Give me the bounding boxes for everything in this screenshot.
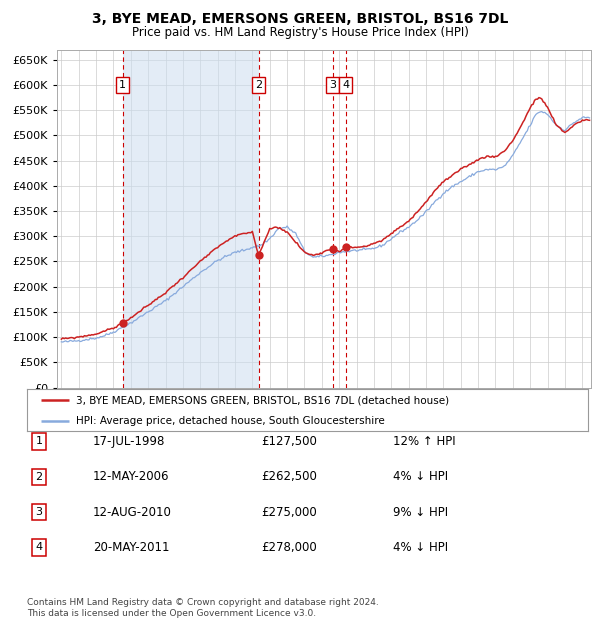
Bar xyxy=(123,50,259,388)
Text: 4% ↓ HPI: 4% ↓ HPI xyxy=(393,541,448,554)
Text: £278,000: £278,000 xyxy=(261,541,317,554)
Text: £275,000: £275,000 xyxy=(261,506,317,518)
Text: 3, BYE MEAD, EMERSONS GREEN, BRISTOL, BS16 7DL (detached house): 3, BYE MEAD, EMERSONS GREEN, BRISTOL, BS… xyxy=(76,395,449,405)
Text: Contains HM Land Registry data © Crown copyright and database right 2024.: Contains HM Land Registry data © Crown c… xyxy=(27,598,379,607)
Text: HPI: Average price, detached house, South Gloucestershire: HPI: Average price, detached house, Sout… xyxy=(76,416,385,426)
Text: 2: 2 xyxy=(255,80,262,90)
Text: 3: 3 xyxy=(35,507,43,517)
Text: £262,500: £262,500 xyxy=(261,471,317,483)
Text: 20-MAY-2011: 20-MAY-2011 xyxy=(93,541,170,554)
Text: 12-MAY-2006: 12-MAY-2006 xyxy=(93,471,170,483)
Text: 12% ↑ HPI: 12% ↑ HPI xyxy=(393,435,455,448)
Text: 1: 1 xyxy=(119,80,127,90)
Text: 1: 1 xyxy=(35,436,43,446)
Text: 4% ↓ HPI: 4% ↓ HPI xyxy=(393,471,448,483)
Text: Price paid vs. HM Land Registry's House Price Index (HPI): Price paid vs. HM Land Registry's House … xyxy=(131,26,469,39)
Text: 4: 4 xyxy=(35,542,43,552)
Text: 9% ↓ HPI: 9% ↓ HPI xyxy=(393,506,448,518)
Text: 2: 2 xyxy=(35,472,43,482)
Text: 3: 3 xyxy=(329,80,336,90)
Text: 4: 4 xyxy=(342,80,349,90)
Text: £127,500: £127,500 xyxy=(261,435,317,448)
Text: 3, BYE MEAD, EMERSONS GREEN, BRISTOL, BS16 7DL: 3, BYE MEAD, EMERSONS GREEN, BRISTOL, BS… xyxy=(92,12,508,27)
Text: This data is licensed under the Open Government Licence v3.0.: This data is licensed under the Open Gov… xyxy=(27,609,316,618)
Text: 17-JUL-1998: 17-JUL-1998 xyxy=(93,435,166,448)
Text: 12-AUG-2010: 12-AUG-2010 xyxy=(93,506,172,518)
